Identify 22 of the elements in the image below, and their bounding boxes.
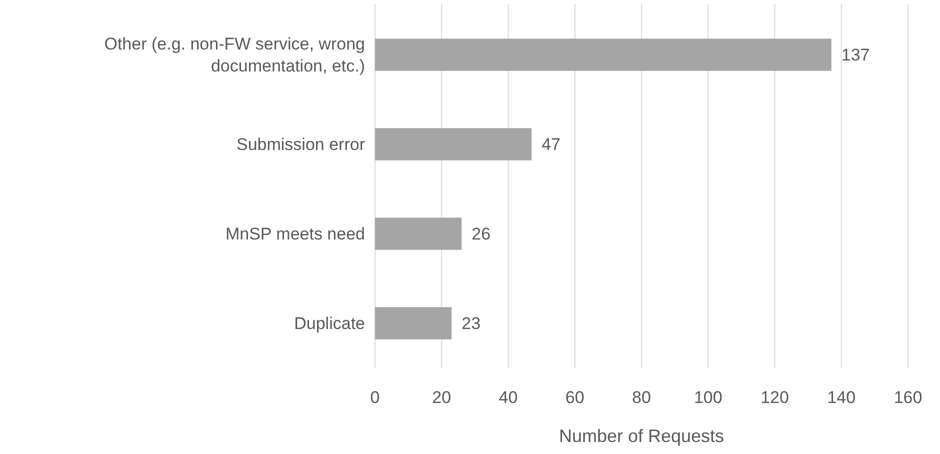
y-tick-label: Other (e.g. non-FW service, wrong documentation, etc.) bbox=[104, 34, 365, 76]
data-label: 23 bbox=[462, 314, 481, 334]
data-label: 26 bbox=[472, 224, 491, 244]
y-tick-label: Submission error bbox=[236, 135, 366, 154]
x-tick-label: 60 bbox=[565, 388, 584, 407]
x-tick-label: 160 bbox=[894, 388, 922, 407]
x-tick-label: 100 bbox=[694, 388, 722, 407]
data-label: 47 bbox=[542, 135, 560, 154]
x-tick-label: 40 bbox=[498, 388, 518, 407]
bar bbox=[375, 218, 462, 250]
x-tick-label: 120 bbox=[760, 388, 789, 407]
bar bbox=[375, 128, 532, 160]
y-tick-label: MnSP meets need bbox=[225, 224, 365, 244]
bar bbox=[375, 38, 832, 71]
x-tick-label: 0 bbox=[370, 388, 380, 407]
x-tick-label: 20 bbox=[432, 388, 452, 407]
data-label: 137 bbox=[841, 46, 870, 65]
x-tick-label: 80 bbox=[632, 388, 651, 407]
x-tick-label: 140 bbox=[827, 388, 856, 407]
bar bbox=[375, 307, 452, 340]
y-tick-label: Duplicate bbox=[294, 314, 365, 334]
x-axis-title: Number of Requests bbox=[558, 426, 724, 446]
